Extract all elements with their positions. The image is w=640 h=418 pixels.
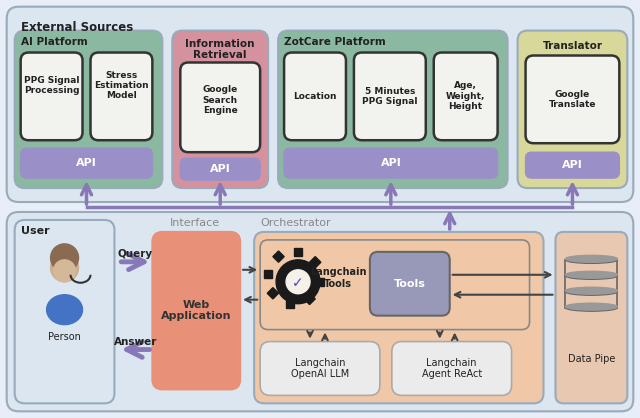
FancyBboxPatch shape <box>90 53 152 140</box>
Bar <box>310 257 321 268</box>
Text: 5 Minutes
PPG Signal: 5 Minutes PPG Signal <box>362 87 417 106</box>
Text: Google
Translate: Google Translate <box>548 90 596 109</box>
Text: Google
Search
Engine: Google Search Engine <box>203 85 238 115</box>
Text: API: API <box>76 158 97 168</box>
Ellipse shape <box>566 256 618 263</box>
FancyBboxPatch shape <box>254 232 543 403</box>
Ellipse shape <box>566 304 618 311</box>
Ellipse shape <box>47 295 83 325</box>
FancyBboxPatch shape <box>20 148 152 178</box>
FancyBboxPatch shape <box>434 53 498 140</box>
FancyBboxPatch shape <box>180 62 260 152</box>
Circle shape <box>286 270 310 294</box>
FancyBboxPatch shape <box>20 53 83 140</box>
Ellipse shape <box>566 303 618 310</box>
Circle shape <box>51 254 79 282</box>
Ellipse shape <box>566 288 618 295</box>
Circle shape <box>276 260 320 304</box>
Ellipse shape <box>566 287 618 294</box>
FancyBboxPatch shape <box>284 148 498 178</box>
Text: Person: Person <box>48 331 81 342</box>
FancyBboxPatch shape <box>392 342 511 395</box>
Text: Data Pipe: Data Pipe <box>568 354 615 364</box>
Bar <box>273 251 284 262</box>
Bar <box>316 278 324 286</box>
Text: AI Platform: AI Platform <box>20 36 88 46</box>
Text: PPG Signal
Processing: PPG Signal Processing <box>24 76 79 95</box>
FancyBboxPatch shape <box>556 232 627 403</box>
FancyBboxPatch shape <box>6 7 634 202</box>
Text: Langchain
Tools: Langchain Tools <box>310 267 366 288</box>
Text: Location: Location <box>293 92 337 101</box>
FancyBboxPatch shape <box>370 252 450 316</box>
Bar <box>304 293 316 305</box>
Bar <box>264 270 272 278</box>
Text: Web
Application: Web Application <box>161 300 232 321</box>
Bar <box>294 248 302 256</box>
Bar <box>286 300 294 308</box>
Text: Information
Retrieval: Information Retrieval <box>186 38 255 60</box>
FancyBboxPatch shape <box>518 31 627 188</box>
FancyBboxPatch shape <box>284 53 346 140</box>
Text: Query: Query <box>118 249 153 259</box>
FancyBboxPatch shape <box>152 232 240 390</box>
Ellipse shape <box>566 271 618 278</box>
FancyBboxPatch shape <box>15 31 163 188</box>
Ellipse shape <box>566 255 618 263</box>
Bar <box>268 288 278 299</box>
FancyBboxPatch shape <box>172 31 268 188</box>
Text: Stress
Estimation
Model: Stress Estimation Model <box>94 71 148 100</box>
Text: Age,
Weight,
Height: Age, Weight, Height <box>446 82 485 111</box>
Text: API: API <box>562 160 583 170</box>
Text: User: User <box>20 226 49 236</box>
Text: Langchain
Agent ReAct: Langchain Agent ReAct <box>422 358 482 379</box>
Text: API: API <box>210 164 230 174</box>
Text: Interface: Interface <box>170 218 220 228</box>
Text: External Sources: External Sources <box>20 20 133 33</box>
Ellipse shape <box>566 272 618 279</box>
Text: Tools: Tools <box>394 279 426 289</box>
FancyBboxPatch shape <box>15 220 115 403</box>
FancyBboxPatch shape <box>260 240 529 330</box>
Text: ZotCare Platform: ZotCare Platform <box>284 36 386 46</box>
Text: Langchain
OpenAI LLM: Langchain OpenAI LLM <box>291 358 349 379</box>
FancyBboxPatch shape <box>354 53 426 140</box>
Text: Orchestrator: Orchestrator <box>260 218 331 228</box>
FancyBboxPatch shape <box>6 212 634 411</box>
Text: API: API <box>380 158 401 168</box>
Circle shape <box>51 244 79 272</box>
Text: Translator: Translator <box>543 41 602 51</box>
FancyBboxPatch shape <box>525 56 620 143</box>
Text: ✓: ✓ <box>292 276 304 290</box>
FancyBboxPatch shape <box>278 31 508 188</box>
Text: Answer: Answer <box>114 336 157 347</box>
Circle shape <box>54 260 76 282</box>
FancyBboxPatch shape <box>180 158 260 180</box>
FancyBboxPatch shape <box>525 152 620 178</box>
FancyBboxPatch shape <box>260 342 380 395</box>
